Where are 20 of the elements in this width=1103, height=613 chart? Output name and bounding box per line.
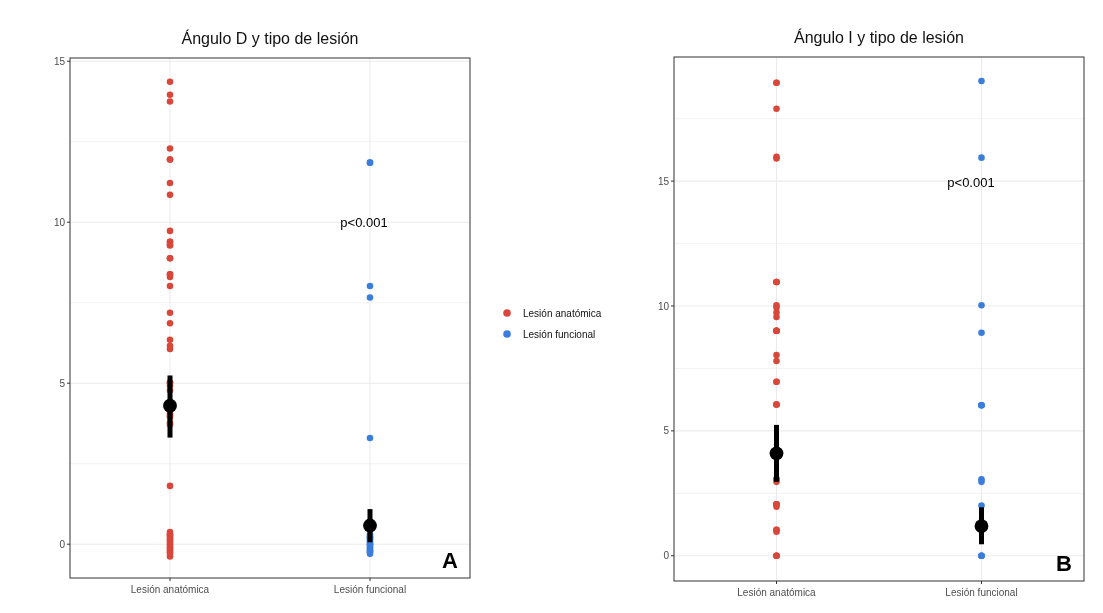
x-tick-label: Lesión anatómica [737, 587, 817, 598]
y-tick-label: 5 [663, 425, 670, 437]
x-tick-label: Lesión anatómica [130, 584, 210, 595]
y-tick-label: 10 [53, 216, 66, 228]
y-tick-label: 0 [663, 550, 670, 562]
y-tick-label: 10 [657, 300, 670, 312]
chart-title: Ángulo I y tipo de lesión [794, 28, 964, 46]
x-tick-label: Lesión funcional [333, 584, 407, 595]
annotation: B [1056, 550, 1072, 576]
x-tick-label: Lesión funcional [945, 587, 1018, 598]
legend-label: Lesión funcional [523, 328, 596, 340]
y-tick-label: 15 [53, 55, 66, 67]
annotation: p<0.001 [340, 214, 388, 230]
y-tick-label: 5 [59, 377, 66, 389]
annotation: p<0.001 [947, 174, 995, 190]
annotation: A [442, 547, 459, 573]
y-tick-label: 0 [59, 538, 66, 550]
y-tick-label: 15 [657, 175, 670, 187]
chart-title: Ángulo D y tipo de lesión [181, 29, 359, 47]
legend-label: Lesión anatómica [523, 307, 602, 319]
